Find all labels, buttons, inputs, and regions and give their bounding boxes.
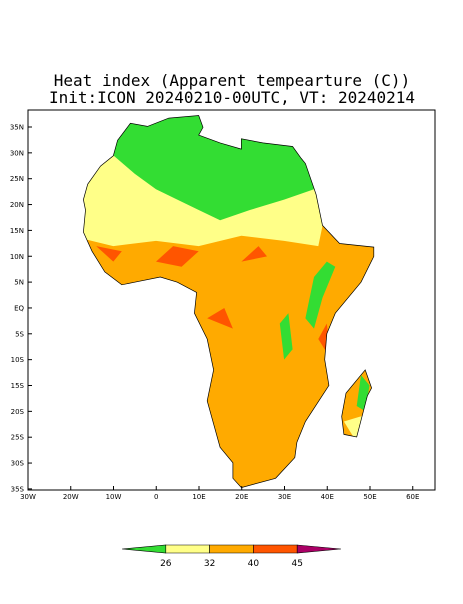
lon-label: 50E bbox=[363, 493, 376, 501]
lat-label: 35N bbox=[10, 124, 24, 132]
lat-label: 30S bbox=[11, 460, 25, 468]
field-hot bbox=[241, 246, 267, 262]
coastline bbox=[83, 115, 375, 488]
lon-label: 20E bbox=[235, 493, 248, 501]
field-hot bbox=[207, 308, 233, 329]
lat-label: 10N bbox=[10, 253, 24, 261]
lon-label: 30E bbox=[278, 493, 291, 501]
lat-label: 25N bbox=[10, 175, 24, 183]
lat-label: 35S bbox=[11, 485, 25, 493]
field-green bbox=[279, 313, 293, 360]
colorbar-swatch bbox=[296, 544, 342, 554]
lon-label: 60E bbox=[406, 493, 419, 501]
map-frame bbox=[27, 109, 436, 491]
lon-label: 30W bbox=[20, 493, 36, 501]
colorbar-label: 32 bbox=[204, 559, 215, 569]
lon-label: 10W bbox=[106, 493, 122, 501]
field-green bbox=[305, 261, 336, 329]
heat-field bbox=[83, 115, 374, 488]
lat-label: 20S bbox=[11, 408, 25, 416]
lat-label: 5N bbox=[14, 279, 24, 287]
field-hot bbox=[96, 246, 122, 262]
lat-label: EQ bbox=[14, 304, 24, 312]
subtitle: Init:ICON 20240210-00UTC, VT: 20240214 bbox=[49, 88, 415, 107]
lat-label: 15S bbox=[11, 382, 25, 390]
colorbar-swatch bbox=[253, 544, 298, 554]
colorbar-swatch bbox=[165, 544, 210, 554]
lon-label: 10E bbox=[192, 493, 205, 501]
lon-label: 40E bbox=[321, 493, 334, 501]
lat-label: 15N bbox=[10, 227, 24, 235]
lat-label: 25S bbox=[11, 434, 25, 442]
lat-label: 5S bbox=[15, 330, 24, 338]
colorbar-swatch bbox=[121, 544, 167, 554]
colorbar-swatch bbox=[209, 544, 254, 554]
lat-label: 30N bbox=[10, 149, 24, 157]
title: Heat index (Apparent tempearture (C)) bbox=[54, 71, 410, 90]
colorbar-label: 45 bbox=[291, 559, 302, 569]
lat-label: 10S bbox=[11, 356, 25, 364]
colorbar-label: 26 bbox=[160, 559, 172, 569]
colorbar-label: 40 bbox=[248, 559, 260, 569]
coastline bbox=[341, 369, 372, 438]
colorbar: 26 32 40 45 bbox=[121, 544, 342, 569]
lon-label: 0 bbox=[154, 493, 158, 501]
lon-label: 20W bbox=[63, 493, 79, 501]
lat-label: 20N bbox=[10, 201, 24, 209]
field-hot bbox=[156, 246, 199, 267]
